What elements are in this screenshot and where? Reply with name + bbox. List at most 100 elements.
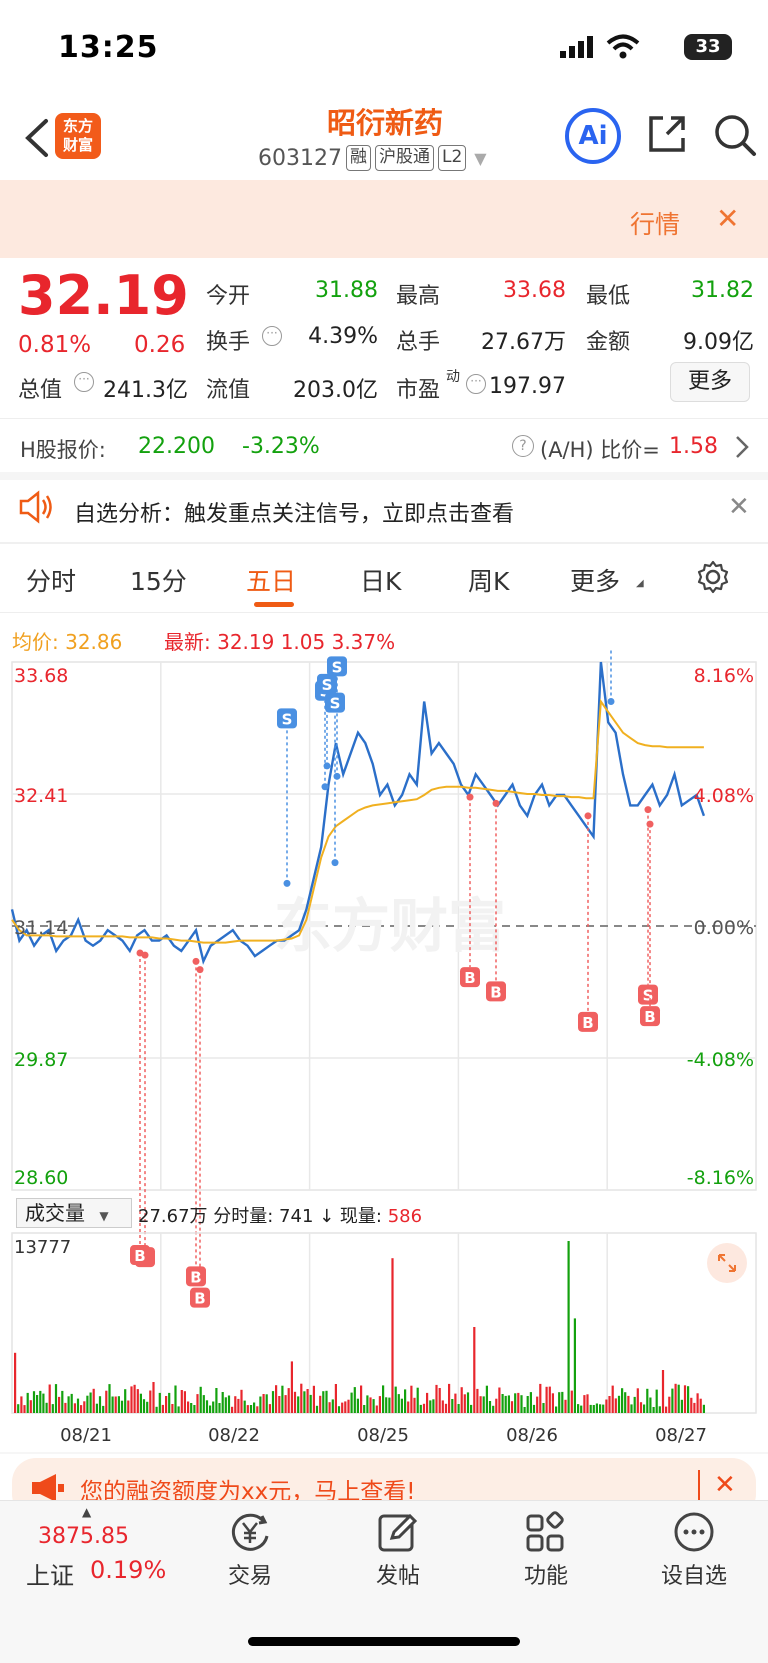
volume-bar — [457, 1404, 460, 1413]
volume-bar — [614, 1398, 617, 1413]
volume-bar — [422, 1403, 426, 1413]
volume-bar — [227, 1395, 231, 1413]
volume-bar — [212, 1401, 215, 1413]
nav-trade[interactable]: 交易 — [227, 1564, 272, 1589]
volume-bar — [388, 1397, 391, 1413]
close-icon[interactable]: ✕ — [714, 1470, 736, 1500]
volume-bar — [218, 1403, 221, 1413]
buy-marker — [640, 1006, 660, 1027]
volume-bar — [240, 1389, 243, 1413]
grid-icon[interactable] — [522, 1508, 570, 1556]
ai-button[interactable]: Ai — [565, 108, 621, 164]
tab-weekly-k[interactable]: 周K — [468, 567, 510, 596]
volume-bar — [111, 1396, 114, 1413]
nav-functions[interactable]: 功能 — [523, 1564, 568, 1589]
volume-bar — [624, 1392, 627, 1413]
volume-bar — [460, 1387, 463, 1413]
tab-5day[interactable]: 五日 — [246, 567, 297, 596]
edit-icon[interactable] — [374, 1508, 422, 1556]
volume-bar — [353, 1387, 356, 1413]
volume-bar — [177, 1406, 180, 1413]
volume-bar — [617, 1395, 621, 1413]
volume-bar — [548, 1386, 551, 1413]
nav-post[interactable]: 发帖 — [375, 1564, 420, 1589]
volume-bar — [363, 1405, 366, 1413]
tab-more[interactable]: 更多 — [570, 567, 621, 596]
more-icon[interactable] — [670, 1508, 718, 1556]
volume-bar — [435, 1384, 438, 1413]
volume-bar — [444, 1403, 448, 1413]
volume-bar — [70, 1393, 73, 1413]
five-day-chart[interactable]: 东方财富 33.68 32.41 31.14 29.87 28.60 8.16% 4.08% 0… — [0, 650, 768, 1460]
volume-bar — [58, 1396, 61, 1413]
volume-bar — [661, 1370, 665, 1413]
x-axis-label: 08/27 — [655, 1425, 707, 1446]
volume-bar — [674, 1383, 677, 1413]
volume-current: 586 — [387, 1206, 423, 1227]
latest-price-label: 最新: 32.19 1.05 3.37% — [164, 630, 396, 654]
volume-max-label: 13777 — [14, 1237, 71, 1258]
volume-bar — [45, 1402, 48, 1413]
volume-bar — [602, 1404, 605, 1413]
index-name[interactable]: 上证 — [26, 1562, 74, 1590]
volume-bar — [680, 1399, 683, 1413]
h-share-label: H股报价: — [20, 438, 106, 462]
volume-bar — [652, 1407, 655, 1413]
speaker-icon — [19, 490, 52, 524]
y-axis-right-label: 8.16% — [694, 665, 754, 687]
index-value[interactable]: 3875.85 — [38, 1524, 129, 1549]
volume-bar — [95, 1403, 98, 1413]
tab-daily-k[interactable]: 日K — [360, 567, 402, 596]
logo-line1: 东方 — [62, 117, 93, 135]
close-icon[interactable]: ✕ — [716, 202, 740, 235]
nav-add-watchlist[interactable]: 设自选 — [660, 1564, 727, 1589]
level2-tag: L2 — [437, 145, 467, 171]
volume-bar — [416, 1387, 419, 1413]
trade-marker-dot — [323, 762, 331, 770]
settings-gear-icon[interactable] — [696, 560, 730, 594]
info-dots-icon[interactable]: ··· — [262, 326, 282, 346]
volume-bar — [488, 1401, 492, 1413]
volume-dropdown[interactable]: 成交量 ▼ — [16, 1198, 132, 1228]
quote-banner-label[interactable]: 行情 — [630, 210, 681, 239]
buy-marker — [186, 1266, 206, 1287]
alert-text[interactable]: 自选分析：触发重点关注信号，立即点击查看 — [74, 502, 515, 527]
volume-bar — [441, 1400, 444, 1413]
close-icon[interactable]: ✕ — [728, 492, 750, 522]
info-dots-icon[interactable]: ··· — [74, 372, 94, 392]
volume-bar — [246, 1405, 249, 1413]
volume-bar — [504, 1395, 507, 1413]
volume-bar — [539, 1383, 542, 1413]
volume-bar — [26, 1392, 29, 1413]
index-pct[interactable]: 0.19% — [90, 1556, 167, 1584]
volume-bar — [80, 1405, 83, 1413]
chevron-right-icon[interactable] — [734, 434, 750, 460]
more-stats-button[interactable]: 更多 — [670, 362, 750, 402]
h-share-pct: -3.23% — [242, 434, 320, 459]
tab-intraday[interactable]: 分时 — [26, 567, 77, 596]
volume-bar — [51, 1404, 54, 1413]
buy-marker-label: S — [643, 987, 654, 1005]
caret-down-icon: ▼ — [99, 1209, 109, 1223]
volume-bar — [73, 1403, 76, 1413]
share-icon[interactable] — [645, 112, 689, 156]
volume-bar — [564, 1399, 567, 1413]
search-icon[interactable] — [712, 112, 758, 158]
volume-bar — [413, 1397, 416, 1413]
info-dots-icon[interactable]: ··· — [466, 374, 486, 394]
tab-15min[interactable]: 15分 — [130, 567, 187, 596]
stock-code-row[interactable]: 603127 融 沪股通 L2 ▼ — [258, 145, 487, 171]
back-arrow-icon[interactable] — [18, 113, 58, 163]
caret-up-icon: ▲ — [82, 1505, 92, 1519]
bottom-nav — [0, 1500, 768, 1663]
stat-label-float-value: 流值 — [206, 378, 251, 403]
trade-marker-dot — [283, 879, 291, 887]
volume-bar — [196, 1394, 199, 1413]
volume-bar — [23, 1405, 26, 1413]
watermark: 东方财富 — [274, 892, 506, 960]
y-axis-right-label: -8.16% — [687, 1167, 754, 1189]
buy-marker-label: B — [134, 1247, 145, 1265]
help-icon[interactable]: ? — [512, 435, 534, 457]
volume-bar — [655, 1389, 658, 1413]
yen-icon[interactable] — [226, 1508, 274, 1556]
